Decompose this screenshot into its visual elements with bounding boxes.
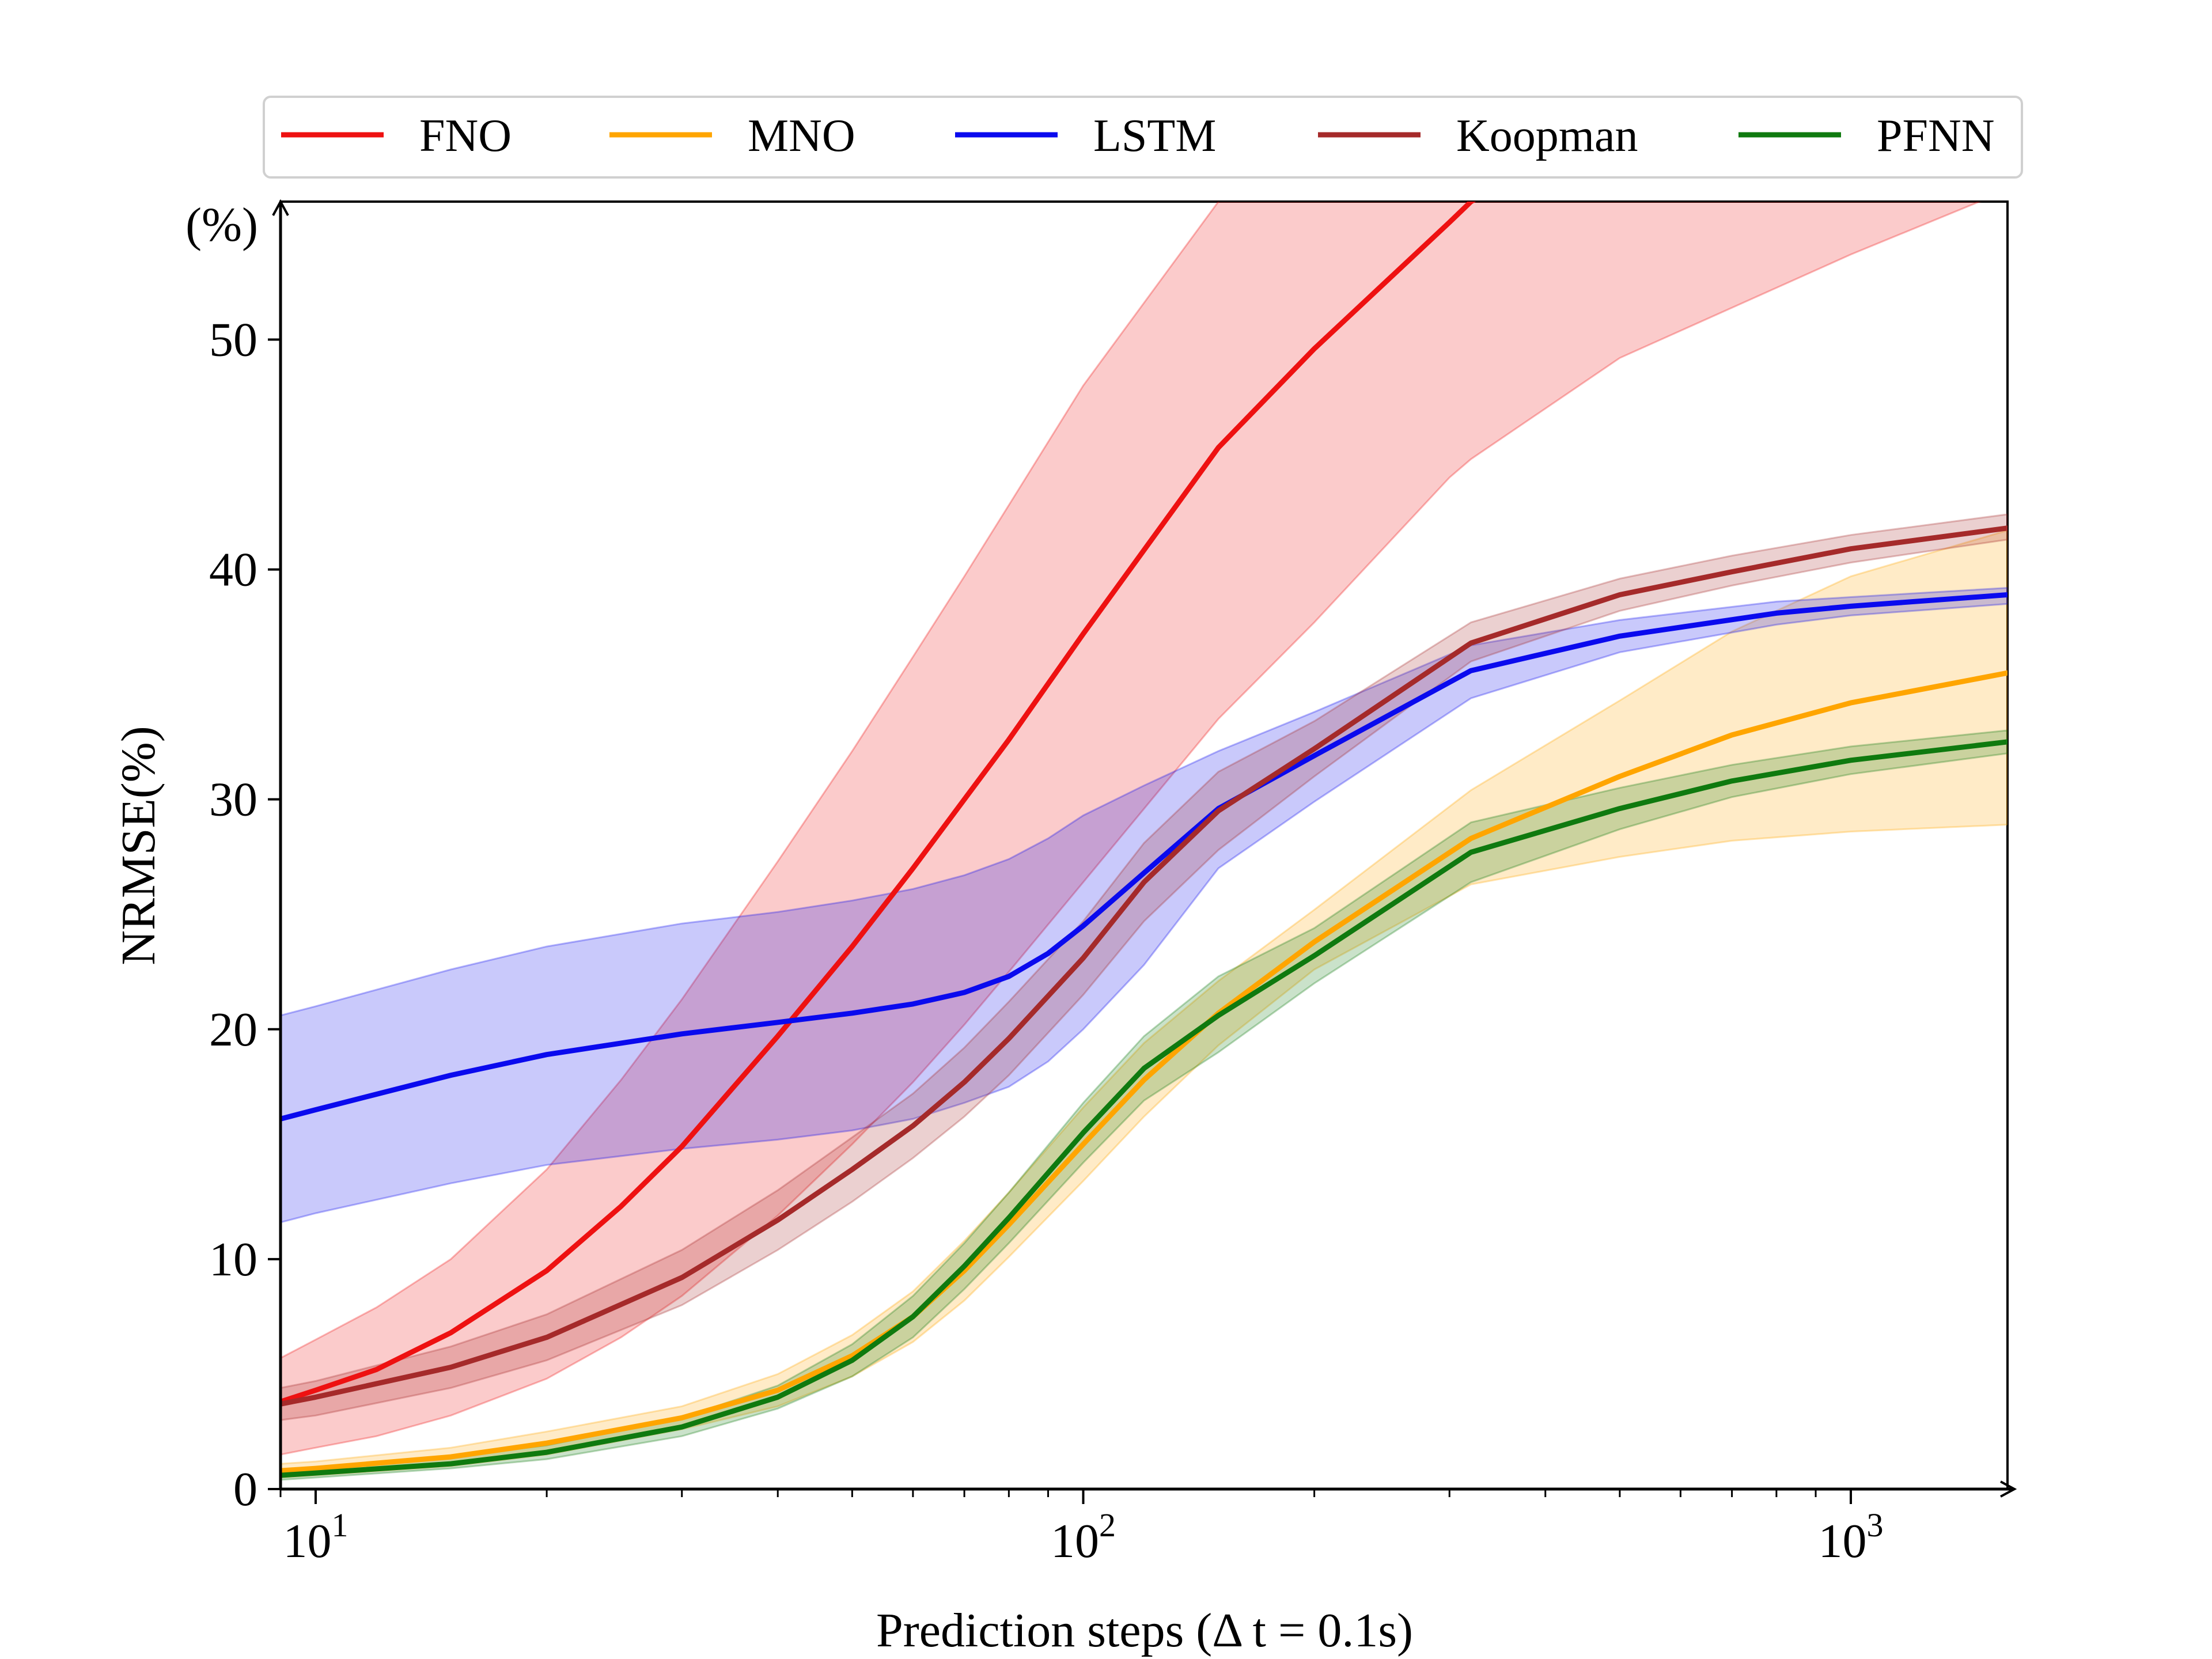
band-koopman bbox=[281, 513, 2008, 1421]
y-axis-ticks: 0 10 20 30 40 50 bbox=[209, 313, 281, 1516]
line-lstm bbox=[281, 592, 2008, 1122]
x-axis-ticks: 101 102 103 bbox=[279, 1489, 1884, 1568]
legend-item-koopman: Koopman bbox=[1318, 111, 1638, 161]
legend: FNO MNO LSTM Koopman PFNN bbox=[263, 96, 2023, 179]
line-koopman bbox=[281, 525, 2008, 1407]
legend-frame bbox=[263, 96, 2023, 179]
line-pfnn bbox=[281, 739, 2008, 1478]
series-lines bbox=[281, 202, 2008, 1478]
x-tick-label: 102 bbox=[1051, 1506, 1116, 1568]
y-tick-label: 50 bbox=[209, 313, 257, 366]
legend-label-koopman: Koopman bbox=[1456, 111, 1638, 161]
x-tick-label: 101 bbox=[283, 1506, 348, 1568]
y-unit-label: (%) bbox=[185, 198, 258, 252]
line-mno bbox=[281, 670, 2008, 1474]
y-tick-label: 0 bbox=[233, 1463, 257, 1516]
legend-label-mno: MNO bbox=[748, 111, 855, 161]
x-axis-label: Prediction steps (Δ t = 0.1s) bbox=[876, 1604, 1413, 1657]
y-tick-label: 30 bbox=[209, 773, 257, 827]
legend-label-fno: FNO bbox=[419, 111, 512, 161]
y-tick-label: 40 bbox=[209, 543, 257, 597]
legend-item-mno: MNO bbox=[609, 111, 855, 161]
legend-label-lstm: LSTM bbox=[1093, 111, 1216, 161]
line-fno bbox=[281, 202, 1476, 1404]
confidence-bands bbox=[281, 202, 2008, 1481]
legend-label-pfnn: PFNN bbox=[1877, 111, 1995, 161]
legend-item-pfnn: PFNN bbox=[1738, 111, 1995, 161]
y-tick-label: 20 bbox=[209, 1003, 257, 1056]
legend-item-fno: FNO bbox=[281, 111, 512, 161]
x-tick-label: 103 bbox=[1819, 1506, 1884, 1568]
legend-item-lstm: LSTM bbox=[955, 111, 1216, 161]
y-tick-label: 10 bbox=[209, 1233, 257, 1286]
band-fno bbox=[281, 202, 1982, 1456]
y-axis-label: NRMSE(%) bbox=[112, 726, 165, 965]
band-mno bbox=[281, 529, 2008, 1479]
band-pfnn bbox=[281, 729, 2008, 1481]
